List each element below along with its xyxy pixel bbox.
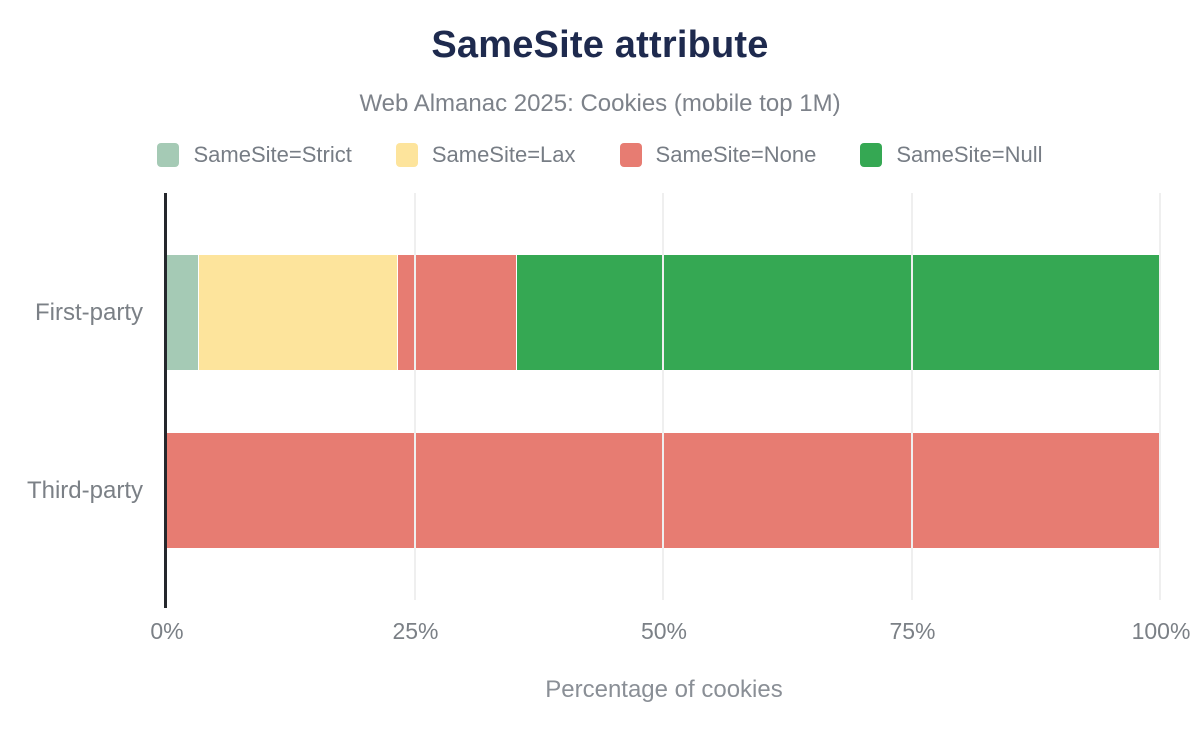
legend-label: SameSite=Null — [896, 142, 1043, 167]
x-tick-label: 100% — [1131, 618, 1191, 644]
gridline — [910, 193, 913, 600]
bar-segment-samesite-none — [167, 433, 1161, 548]
gridline — [662, 193, 664, 600]
x-tick-label: 25% — [392, 618, 439, 644]
legend-swatch-strict — [157, 143, 180, 167]
bar-third-party — [167, 433, 1161, 548]
bar-row-third-party: Third-party — [27, 433, 1161, 548]
bar-row-first-party: First-party — [35, 255, 1161, 370]
legend-swatch-null — [860, 143, 883, 167]
legend-swatch-none — [619, 143, 642, 167]
legend-item-samesite-strict: SameSite=Strict — [157, 142, 352, 168]
gridline — [1159, 193, 1161, 600]
legend-label: SameSite=Strict — [193, 142, 352, 167]
legend-label: SameSite=Lax — [431, 142, 576, 167]
plot-area: First-party Third-party Percentage of co… — [27, 193, 1190, 703]
x-axis-title: Percentage of cookies — [545, 676, 783, 703]
gridline — [413, 193, 416, 600]
chart-title: SameSite attribute — [431, 24, 769, 66]
x-tick-label: 50% — [640, 618, 688, 644]
legend: SameSite=Strict SameSite=Lax SameSite=No… — [0, 142, 1200, 168]
legend-label: SameSite=None — [655, 142, 817, 167]
y-category-label: First-party — [35, 298, 143, 326]
legend-swatch-lax — [395, 143, 418, 167]
bar-first-party — [167, 255, 1161, 370]
bar-segment-samesite-strict — [167, 255, 199, 370]
y-category-label: Third-party — [26, 476, 143, 504]
x-tick-label: 75% — [889, 618, 936, 644]
legend-item-samesite-none: SameSite=None — [619, 142, 817, 168]
legend-item-samesite-lax: SameSite=Lax — [395, 142, 576, 168]
bar-segment-samesite-null — [516, 255, 1161, 370]
bar-segment-samesite-lax — [198, 255, 398, 370]
chart-subtitle: Web Almanac 2025: Cookies (mobile top 1M… — [359, 90, 841, 117]
x-tick-label: 0% — [150, 618, 184, 644]
bar-segment-samesite-none — [397, 255, 517, 370]
legend-item-samesite-null: SameSite=Null — [860, 142, 1043, 168]
